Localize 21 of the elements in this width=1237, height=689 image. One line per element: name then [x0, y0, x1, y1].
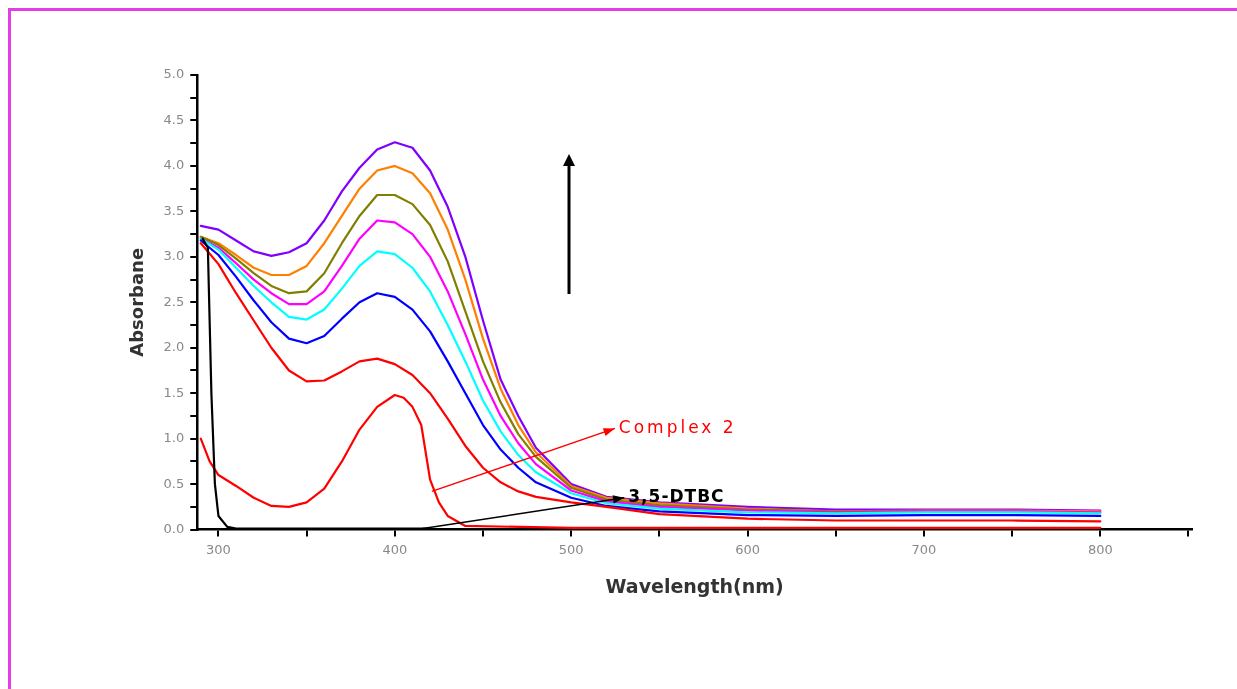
y-tick-label: 1.5 [163, 384, 185, 400]
y-tick-label: 5.0 [163, 66, 185, 82]
x-tick-label: 700 [911, 541, 937, 557]
y-tick-label: 3.5 [163, 202, 185, 218]
x-tick-label: 800 [1087, 541, 1113, 557]
x-tick-label: 500 [558, 541, 584, 557]
y-tick-label: 4.0 [163, 157, 185, 173]
x-tick-label: 600 [735, 541, 760, 557]
annotation: 3,5-DTBC [628, 486, 725, 507]
annotation: Complex 2 [618, 416, 737, 437]
y-tick-label: 1.0 [163, 430, 185, 446]
y-tick-label: 2.5 [163, 293, 185, 309]
x-axis-title: Wavelength(nm) [605, 574, 784, 597]
y-tick-label: 4.5 [163, 111, 185, 127]
x-tick-label: 300 [206, 541, 231, 557]
x-tick-label: 400 [382, 541, 408, 557]
y-tick-label: 0.5 [163, 475, 185, 491]
y-tick-label: 0.0 [163, 520, 185, 536]
y-axis-title: Absorbane [126, 247, 148, 357]
y-tick-label: 3.0 [163, 248, 185, 264]
y-tick-label: 2.0 [163, 339, 185, 355]
